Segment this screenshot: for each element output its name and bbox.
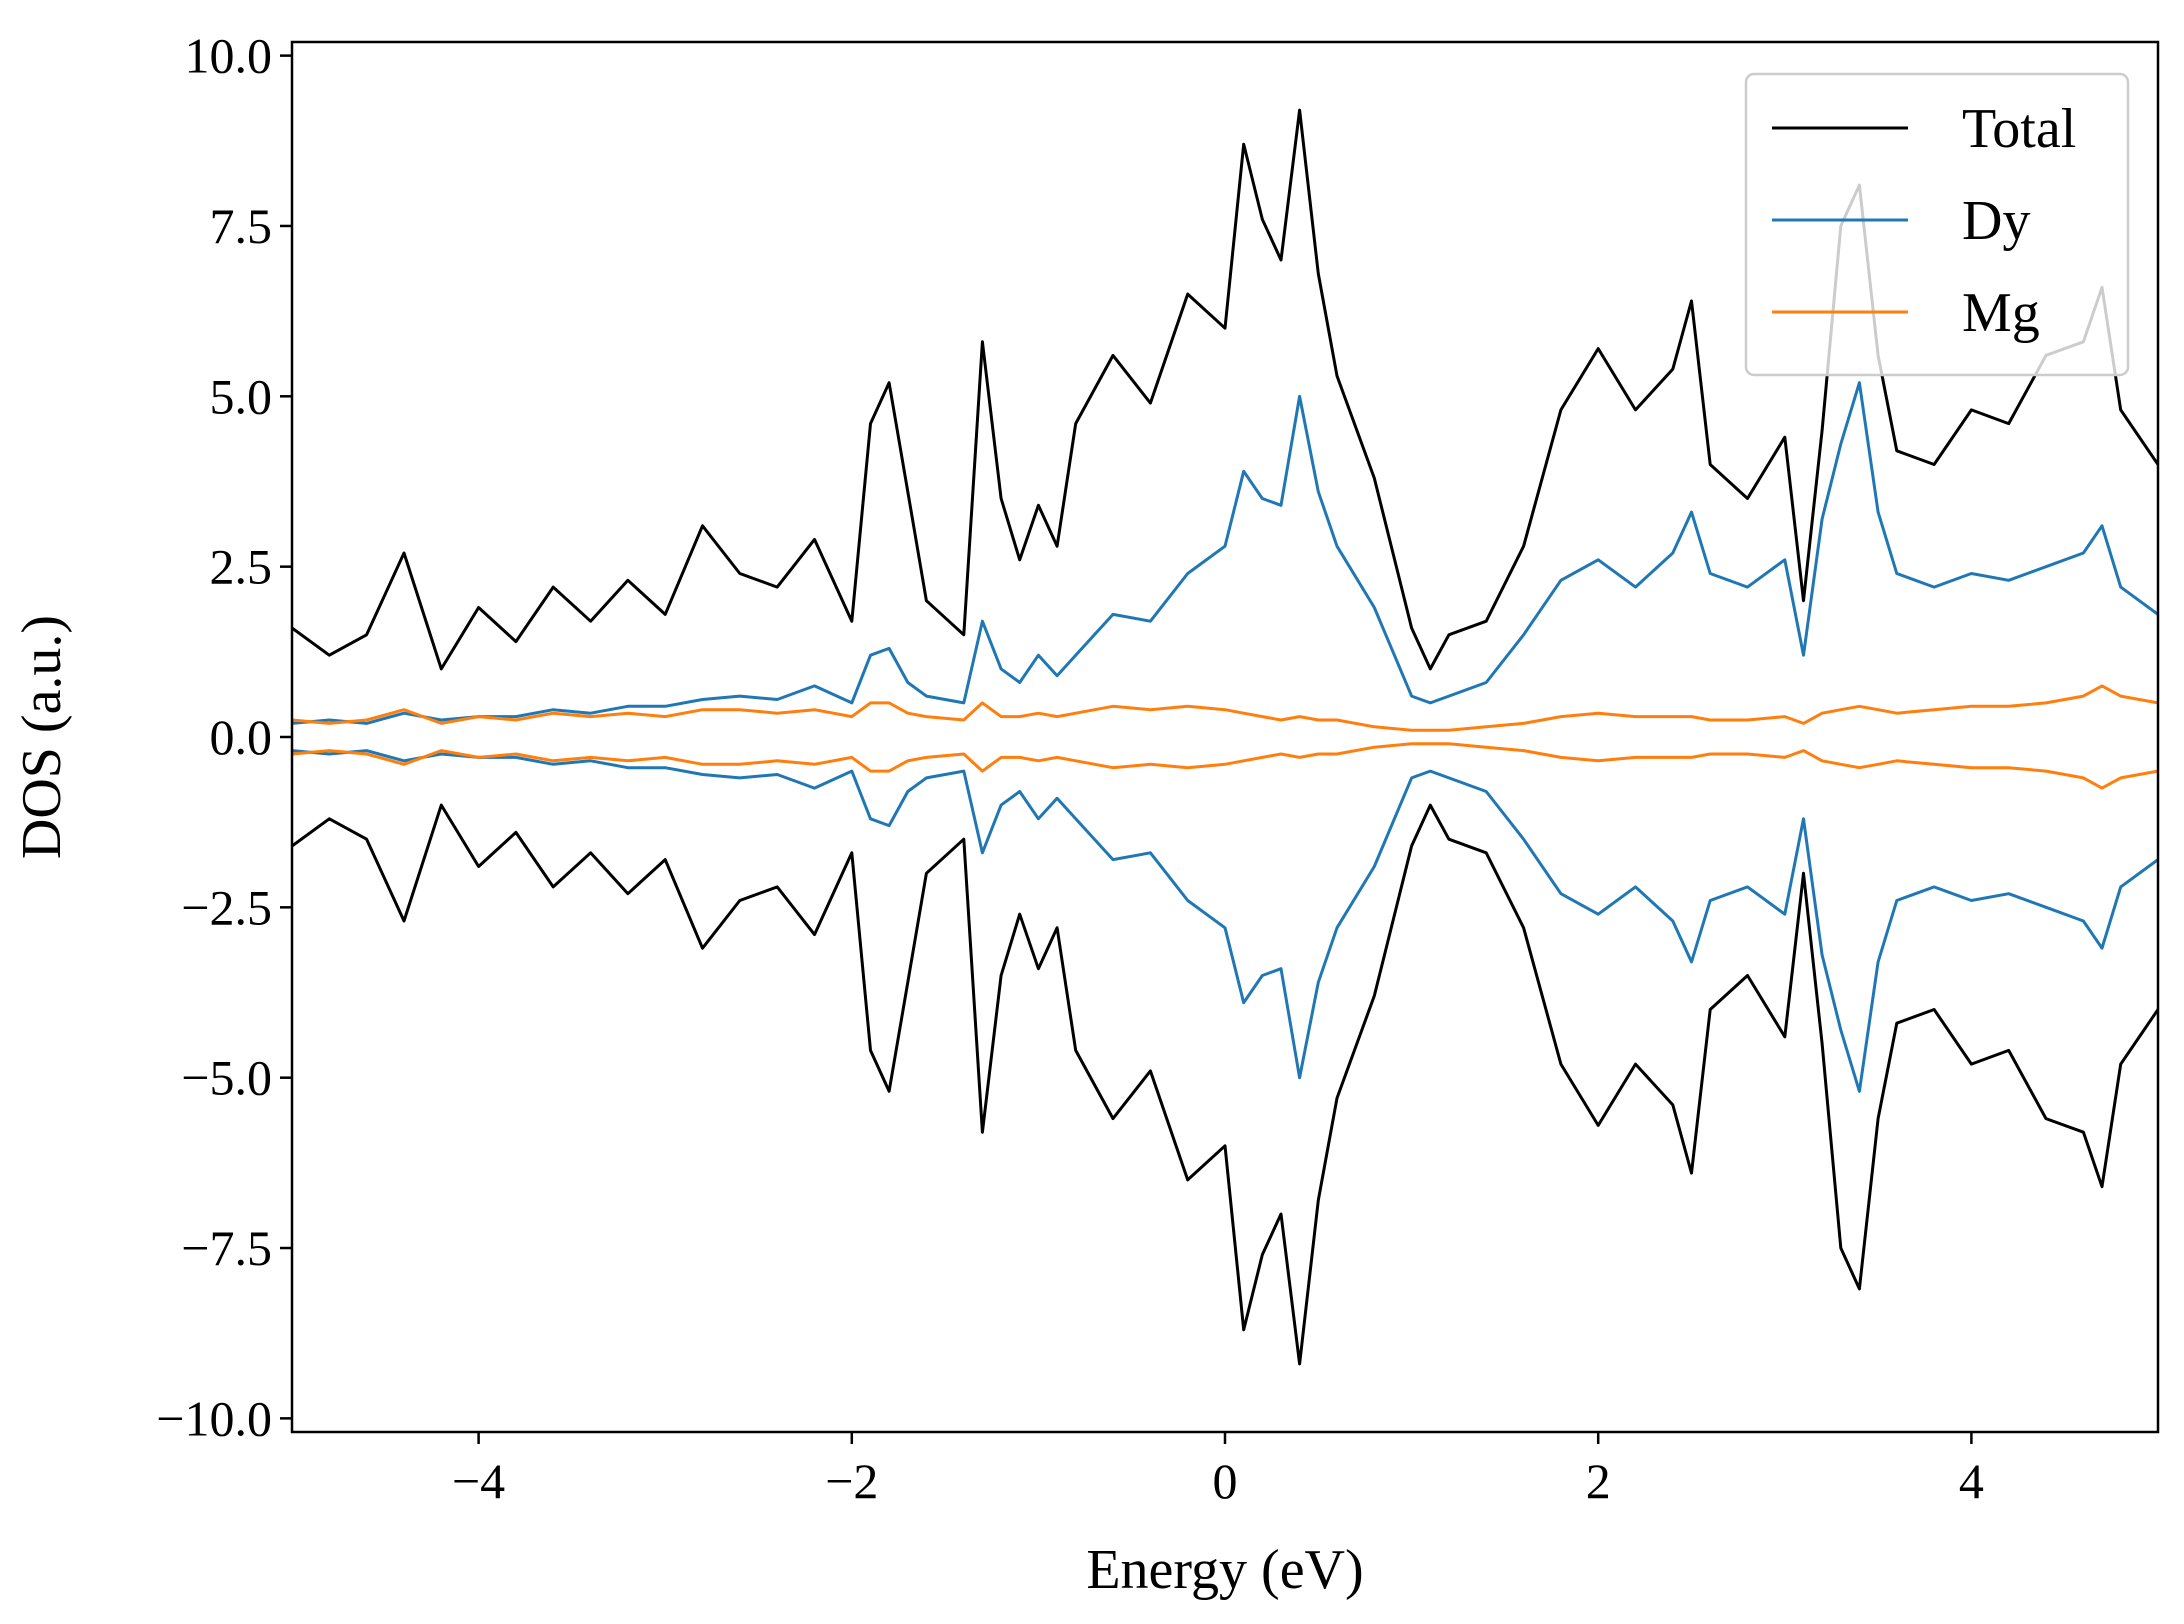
y-axis: 10.0 7.5 5.0 2.5 0.0 −2.5 −5.0 −7.5 −10.0 — [156, 28, 292, 1446]
legend: Total Dy Mg — [1744, 72, 2130, 377]
x-axis: −4 −2 0 2 4 — [452, 1432, 1984, 1509]
x-axis-label: Energy (eV) — [1086, 1539, 1363, 1601]
y-tick-label: 10.0 — [185, 28, 273, 84]
series-dy-up-line — [292, 381, 2158, 725]
y-tick-label: −7.5 — [181, 1220, 272, 1276]
y-tick-label: 5.0 — [210, 368, 273, 424]
y-tick-label: 2.5 — [210, 539, 273, 595]
series-mg-down-line — [292, 742, 2158, 790]
y-axis-label: DOS (a.u.) — [11, 615, 73, 859]
x-tick-label: −2 — [825, 1453, 878, 1509]
legend-box — [1744, 72, 2130, 377]
x-tick-label: −4 — [452, 1453, 505, 1509]
x-tick-label: 2 — [1586, 1453, 1611, 1509]
legend-label-mg: Mg — [1962, 282, 2040, 344]
y-tick-label: 7.5 — [210, 198, 273, 254]
y-tick-label: −10.0 — [156, 1390, 272, 1446]
x-tick-label: 4 — [1959, 1453, 1984, 1509]
y-tick-label: 0.0 — [210, 709, 273, 765]
y-tick-label: −5.0 — [181, 1050, 272, 1106]
series-dy-down-line — [292, 749, 2158, 1093]
x-tick-label: 0 — [1213, 1453, 1238, 1509]
series-total-down-line — [292, 803, 2158, 1366]
series-layer — [292, 108, 2158, 1366]
legend-label-total: Total — [1962, 98, 2076, 160]
series-mg-up-line — [292, 684, 2158, 732]
legend-label-dy: Dy — [1962, 190, 2030, 252]
y-tick-label: −2.5 — [181, 879, 272, 935]
